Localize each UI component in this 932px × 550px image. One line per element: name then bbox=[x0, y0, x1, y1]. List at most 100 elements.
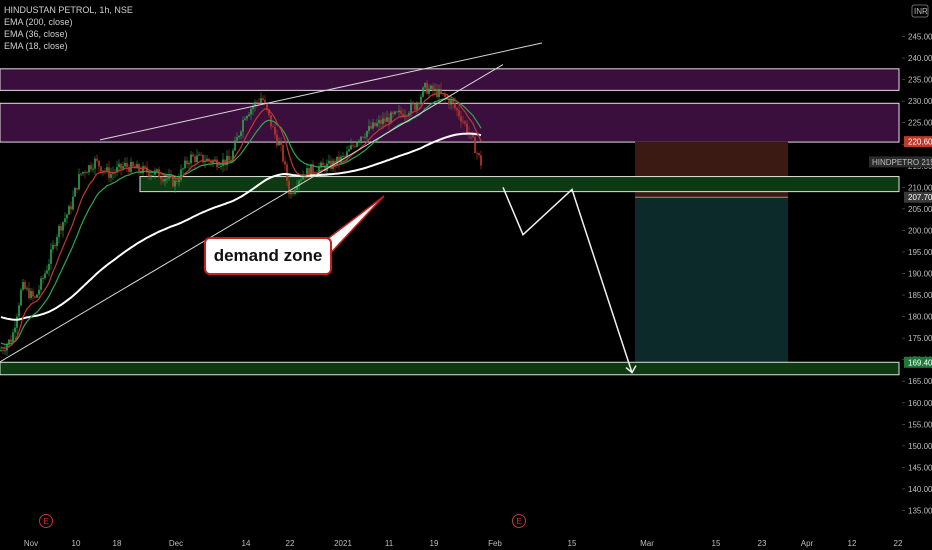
legend-ema-200[interactable]: EMA (200, close) bbox=[4, 17, 73, 27]
candle-body bbox=[122, 166, 124, 169]
time-tick-label: Mar bbox=[640, 539, 654, 548]
candle-body bbox=[366, 130, 368, 137]
price-tick-label: 240.00 bbox=[908, 54, 932, 63]
candle-body bbox=[44, 273, 46, 279]
candle-body bbox=[448, 98, 450, 105]
currency-badge[interactable] bbox=[911, 4, 929, 18]
legend-ema-36[interactable]: EMA (36, close) bbox=[4, 29, 68, 39]
candle-body bbox=[318, 167, 320, 174]
candle-body bbox=[112, 173, 114, 174]
candle-body bbox=[118, 163, 120, 168]
candle-body bbox=[340, 156, 342, 163]
candle-body bbox=[168, 175, 170, 179]
candle-body bbox=[472, 132, 474, 138]
candle-body bbox=[350, 145, 352, 150]
time-tick-label: 14 bbox=[242, 539, 251, 548]
candle-body bbox=[110, 173, 112, 178]
candle-body bbox=[144, 166, 146, 168]
demand-zone-callout: demand zone bbox=[204, 237, 332, 275]
candle-body bbox=[40, 278, 42, 290]
candle-body bbox=[132, 162, 134, 167]
candle-body bbox=[74, 187, 76, 197]
price-axis[interactable]: 135.00 140.00 145.00 150.00 155.00 160.00 165.… bbox=[869, 0, 932, 550]
candle-body bbox=[262, 98, 264, 100]
candle-body bbox=[246, 116, 248, 119]
candle-body bbox=[50, 249, 52, 265]
candle-body bbox=[42, 278, 44, 279]
candle-body bbox=[64, 218, 66, 223]
candle-body bbox=[12, 332, 14, 343]
time-tick-label: 22 bbox=[894, 539, 903, 548]
time-tick-label: 15 bbox=[568, 539, 577, 548]
candle-body bbox=[178, 179, 180, 183]
price-tick-label: 225.00 bbox=[908, 119, 932, 128]
candle-body bbox=[310, 164, 312, 177]
candle-body bbox=[176, 180, 178, 183]
candle-body bbox=[164, 178, 166, 182]
candle-body bbox=[352, 145, 354, 147]
candle-body bbox=[474, 137, 476, 154]
price-tick-label: 175.00 bbox=[908, 334, 932, 343]
stop-price-tag bbox=[904, 136, 932, 148]
candle-body bbox=[52, 244, 54, 250]
candle-body bbox=[334, 160, 336, 166]
demand-zone bbox=[139, 176, 900, 193]
candle-body bbox=[10, 339, 12, 343]
trendlines-layer bbox=[0, 42, 637, 374]
symbol-title[interactable]: HINDUSTAN PETROL, 1h, NSE bbox=[4, 5, 133, 15]
candle-body bbox=[458, 110, 460, 117]
candle-body bbox=[278, 142, 280, 146]
candle-body bbox=[300, 179, 302, 181]
candle-body bbox=[136, 164, 138, 169]
candle-body bbox=[244, 118, 246, 121]
candle-body bbox=[30, 291, 32, 299]
candle-body bbox=[426, 82, 428, 94]
candle-body bbox=[432, 85, 434, 91]
price-tick-label: 195.00 bbox=[908, 248, 932, 257]
candle-body bbox=[116, 167, 118, 173]
time-tick-label: 2021 bbox=[334, 539, 352, 548]
price-tick-label: 185.00 bbox=[908, 291, 932, 300]
time-tick-label: Feb bbox=[488, 539, 502, 548]
candle-body bbox=[326, 163, 328, 171]
legend-ema-18[interactable]: EMA (18, close) bbox=[4, 41, 68, 51]
candle-body bbox=[242, 120, 244, 132]
candle-body bbox=[398, 110, 400, 112]
candle-body bbox=[360, 136, 362, 141]
time-axis[interactable]: Nov 10 18 Dec 14 22 2021 11 19 Feb 15 Mar 15 23 Apr 12 2… bbox=[24, 514, 903, 549]
candle-body bbox=[84, 171, 86, 174]
candle-body bbox=[394, 111, 396, 114]
time-tick-label: 12 bbox=[848, 539, 857, 548]
earnings-marker-icon[interactable] bbox=[39, 514, 53, 528]
candle-body bbox=[280, 142, 282, 146]
candle-body bbox=[226, 155, 228, 166]
entry-price-tag bbox=[904, 191, 932, 203]
candle-body bbox=[16, 316, 18, 328]
candle-body bbox=[186, 160, 188, 165]
candle-body bbox=[204, 161, 206, 163]
candle-body bbox=[362, 136, 364, 138]
candle-body bbox=[202, 154, 204, 163]
candle-body bbox=[460, 116, 462, 122]
candle-body bbox=[34, 296, 36, 298]
candle-body bbox=[400, 110, 402, 114]
candle-body bbox=[58, 225, 60, 238]
candle-body bbox=[292, 192, 294, 195]
target-box bbox=[635, 197, 788, 363]
candle-body bbox=[416, 103, 418, 110]
candle-body bbox=[224, 159, 226, 166]
candle-body bbox=[126, 162, 128, 167]
candle-body bbox=[372, 122, 374, 129]
candle-body bbox=[308, 168, 310, 177]
candle-body bbox=[240, 131, 242, 136]
candle-body bbox=[386, 117, 388, 122]
candle-body bbox=[146, 167, 148, 173]
candle-body bbox=[466, 123, 468, 133]
target-price-value: 169.40 bbox=[908, 358, 932, 367]
candle-body bbox=[192, 154, 194, 157]
upper-trendline bbox=[99, 42, 543, 141]
candle-body bbox=[36, 294, 38, 298]
candle-body bbox=[324, 165, 326, 171]
earnings-marker-icon[interactable] bbox=[512, 514, 526, 528]
